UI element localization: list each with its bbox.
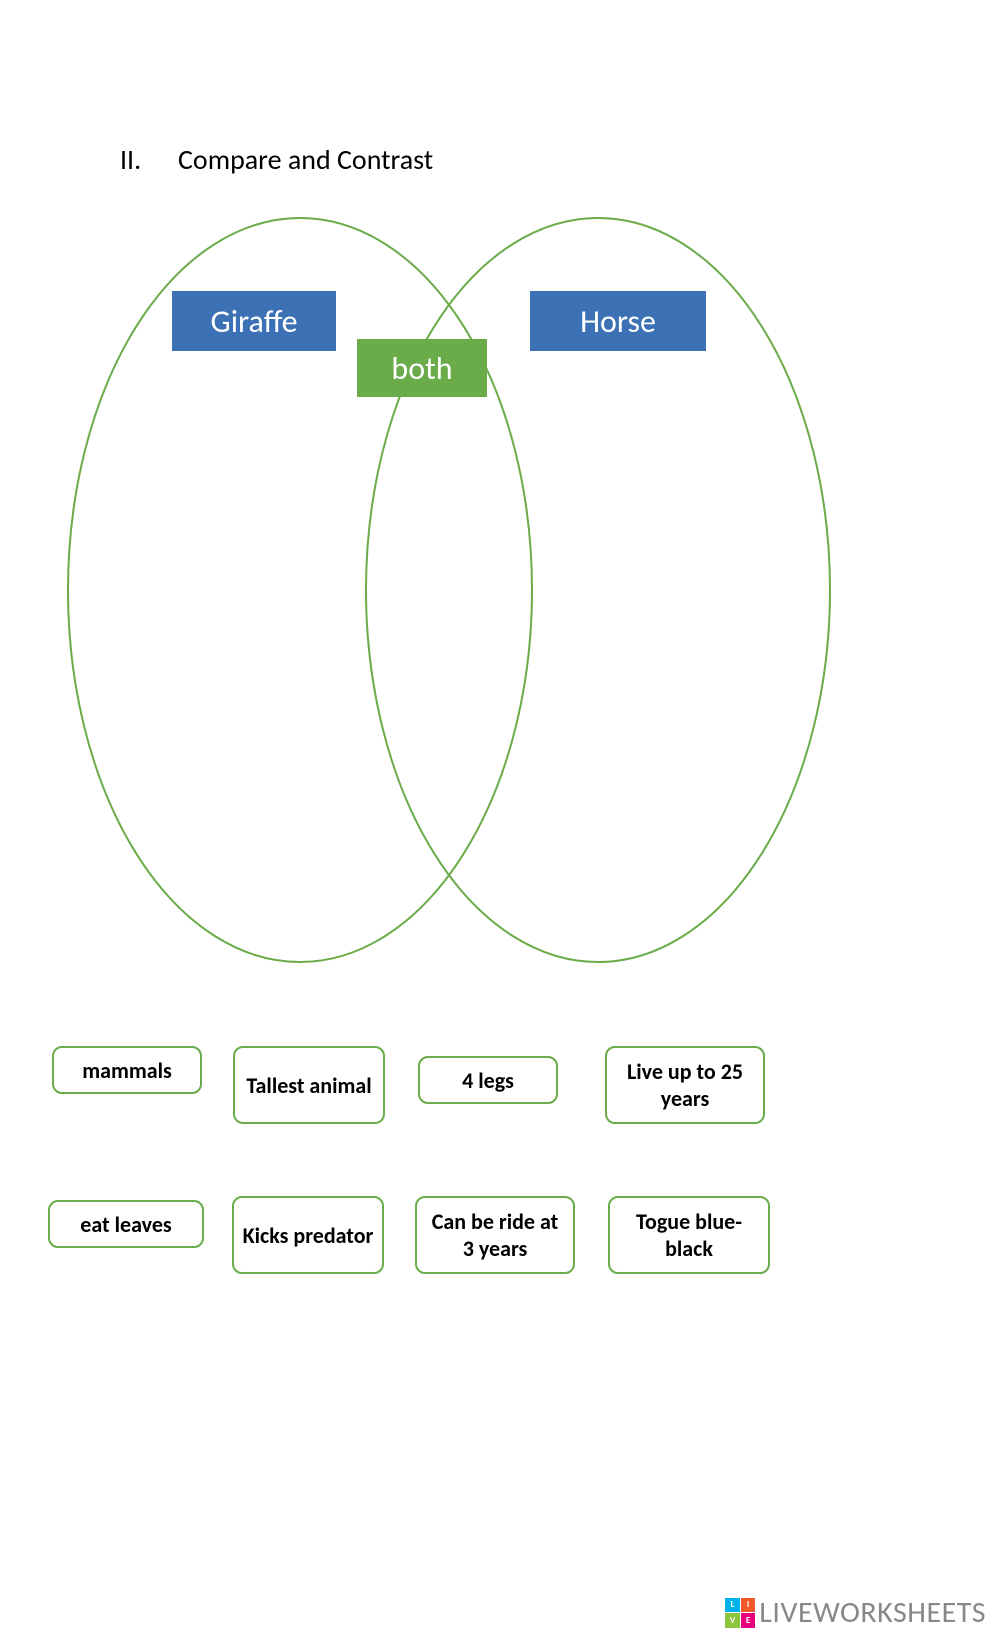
footer-logo-cell: E [741, 1613, 756, 1628]
item-text: eat leaves [80, 1211, 171, 1238]
item-text: 4 legs [462, 1067, 514, 1094]
draggable-item[interactable]: Live up to 25 years [605, 1046, 765, 1124]
item-text: Live up to 25 years [615, 1058, 755, 1112]
venn-label-center: both [357, 339, 487, 397]
venn-label-right-text: Horse [580, 302, 656, 341]
footer-logo-cell: L [725, 1598, 740, 1613]
footer-logo-cell: I [741, 1598, 756, 1613]
item-text: Tallest animal [246, 1072, 371, 1099]
footer-logo-cell: V [725, 1613, 740, 1628]
draggable-item[interactable]: mammals [52, 1046, 202, 1094]
draggable-item[interactable]: Can be ride at 3 years [415, 1196, 575, 1274]
venn-diagram [0, 0, 1000, 1000]
venn-label-left-text: Giraffe [211, 302, 298, 341]
draggable-item[interactable]: 4 legs [418, 1056, 558, 1104]
item-text: Can be ride at 3 years [425, 1208, 565, 1262]
draggable-item[interactable]: Togue blue-black [608, 1196, 770, 1274]
item-text: Togue blue-black [618, 1208, 760, 1262]
venn-label-center-text: both [391, 349, 452, 388]
venn-label-left: Giraffe [172, 291, 336, 351]
venn-label-right: Horse [530, 291, 706, 351]
footer-logo-icon: LIVE [725, 1598, 755, 1628]
footer-watermark: LIVE LIVEWORKSHEETS [725, 1594, 986, 1631]
draggable-item[interactable]: Kicks predator [232, 1196, 384, 1274]
item-text: Kicks predator [243, 1222, 374, 1249]
footer-brand-text: LIVEWORKSHEETS [759, 1594, 986, 1631]
draggable-item[interactable]: eat leaves [48, 1200, 204, 1248]
draggable-item[interactable]: Tallest animal [233, 1046, 385, 1124]
item-text: mammals [82, 1057, 172, 1084]
